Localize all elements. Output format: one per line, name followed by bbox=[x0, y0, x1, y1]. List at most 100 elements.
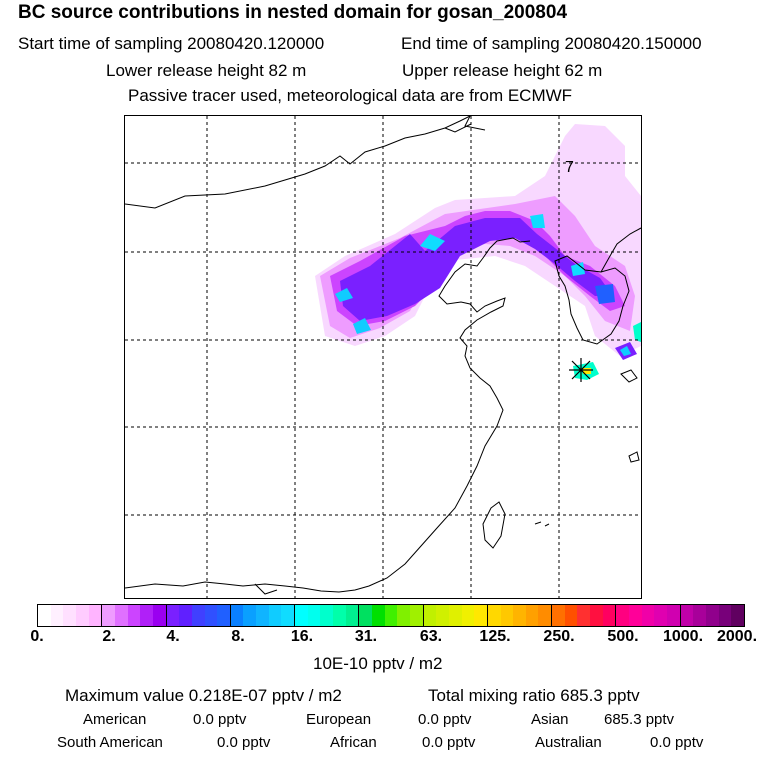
colorbar-tick: 8. bbox=[231, 628, 245, 645]
european-value: 0.0 pptv bbox=[418, 711, 472, 728]
south-american-value: 0.0 pptv bbox=[217, 734, 271, 751]
american-value: 0.0 pptv bbox=[193, 711, 247, 728]
coastlines bbox=[125, 116, 641, 595]
colorbar-segment bbox=[295, 605, 360, 626]
colorbar-segment bbox=[38, 605, 103, 626]
colorbar-swatch bbox=[345, 605, 359, 626]
colorbar-swatch bbox=[217, 605, 230, 626]
colorbar-swatch bbox=[474, 605, 487, 626]
colorbar-segment bbox=[487, 605, 553, 626]
colorbar-segment bbox=[230, 605, 296, 626]
colorbar-swatch bbox=[359, 605, 372, 626]
colorbar-segment bbox=[680, 605, 744, 626]
colorbar-swatch bbox=[590, 605, 603, 626]
total-mixing-label: Total mixing ratio 685.3 pptv bbox=[428, 686, 640, 705]
asian-label: Asian bbox=[531, 711, 569, 728]
colorbar-tick: 63. bbox=[419, 628, 443, 645]
end-time-label: End time of sampling 20080420.150000 bbox=[401, 34, 702, 53]
colorbar-swatch bbox=[191, 605, 205, 626]
african-label: African bbox=[330, 734, 377, 751]
colorbar-swatch bbox=[629, 605, 642, 626]
colorbar-swatch bbox=[397, 605, 410, 626]
colorbar-swatch bbox=[114, 605, 128, 626]
colorbar-swatch bbox=[179, 605, 192, 626]
colorbar-swatch bbox=[436, 605, 449, 626]
colorbar-swatch bbox=[268, 605, 282, 626]
colorbar-swatch bbox=[140, 605, 153, 626]
australian-label: Australian bbox=[535, 734, 602, 751]
receptor-star-icon bbox=[569, 358, 593, 382]
colorbar-swatch bbox=[641, 605, 655, 626]
colorbar-swatch bbox=[577, 605, 591, 626]
start-time-label: Start time of sampling 20080420.120000 bbox=[18, 34, 325, 53]
colorbar-swatch bbox=[667, 605, 680, 626]
upper-release-label: Upper release height 62 m bbox=[402, 61, 603, 80]
colorbar-swatch bbox=[680, 605, 694, 626]
colorbar-swatch bbox=[718, 605, 732, 626]
colorbar-segment bbox=[552, 605, 617, 626]
colorbar-swatch bbox=[102, 605, 115, 626]
colorbar-swatch bbox=[281, 605, 295, 626]
colorbar-segment bbox=[166, 605, 231, 626]
colorbar-swatch bbox=[423, 605, 437, 626]
lower-release-label: Lower release height 82 m bbox=[106, 61, 307, 80]
colorbar-swatch bbox=[152, 605, 166, 626]
colorbar-swatch bbox=[525, 605, 539, 626]
colorbar-swatch bbox=[230, 605, 244, 626]
max-value-label: Maximum value 0.218E-07 pptv / m2 bbox=[65, 686, 342, 705]
colorbar-segment bbox=[616, 605, 681, 626]
colorbar-swatch bbox=[513, 605, 526, 626]
colorbar-swatch bbox=[204, 605, 218, 626]
australian-value: 0.0 pptv bbox=[650, 734, 704, 751]
colorbar-swatch bbox=[166, 605, 180, 626]
colorbar-tick: 0. bbox=[30, 628, 44, 645]
colorbar-swatch bbox=[243, 605, 257, 626]
colorbar-swatch bbox=[564, 605, 578, 626]
colorbar-swatch bbox=[320, 605, 334, 626]
colorbar-swatch bbox=[333, 605, 346, 626]
colorbar-swatch bbox=[705, 605, 719, 626]
colorbar-swatch bbox=[384, 605, 398, 626]
concentration-field bbox=[315, 124, 641, 380]
african-value: 0.0 pptv bbox=[422, 734, 476, 751]
colorbar-units: 10E-10 pptv / m2 bbox=[313, 654, 443, 673]
colorbar-swatch bbox=[602, 605, 616, 626]
colorbar-segment bbox=[423, 605, 488, 626]
colorbar-swatch bbox=[552, 605, 565, 626]
map-panel: 7 bbox=[124, 115, 642, 599]
colorbar-segment bbox=[359, 605, 424, 626]
colorbar-swatch bbox=[75, 605, 89, 626]
colorbar-swatch bbox=[256, 605, 269, 626]
colorbar-swatch bbox=[654, 605, 668, 626]
colorbar-segment bbox=[102, 605, 167, 626]
colorbar-swatch bbox=[487, 605, 501, 626]
colorbar-swatch bbox=[63, 605, 76, 626]
colorbar bbox=[37, 604, 745, 627]
colorbar-tick: 500. bbox=[607, 628, 639, 645]
map-canvas: 7 bbox=[125, 116, 641, 598]
colorbar-tick: 4. bbox=[166, 628, 180, 645]
lat-lon-grid bbox=[125, 116, 641, 598]
colorbar-swatch bbox=[461, 605, 475, 626]
colorbar-tick: 2000. bbox=[716, 628, 758, 645]
colorbar-swatch bbox=[693, 605, 706, 626]
colorbar-swatch bbox=[371, 605, 385, 626]
map-marker-label: 7 bbox=[565, 159, 574, 176]
colorbar-swatch bbox=[50, 605, 64, 626]
colorbar-swatch bbox=[88, 605, 102, 626]
colorbar-swatch bbox=[307, 605, 321, 626]
colorbar-swatch bbox=[409, 605, 423, 626]
colorbar-swatch bbox=[127, 605, 141, 626]
colorbar-tick: 125. bbox=[479, 628, 511, 645]
south-american-label: South American bbox=[57, 734, 163, 751]
asian-value: 685.3 pptv bbox=[604, 711, 675, 728]
colorbar-tick: 16. bbox=[290, 628, 314, 645]
colorbar-swatch bbox=[616, 605, 630, 626]
colorbar-swatch bbox=[731, 605, 744, 626]
map-title: BC source contributions in nested domain… bbox=[18, 2, 568, 23]
colorbar-swatch bbox=[38, 605, 51, 626]
american-label: American bbox=[83, 711, 147, 728]
colorbar-swatch bbox=[295, 605, 308, 626]
european-label: European bbox=[306, 711, 372, 728]
colorbar-tick: 2. bbox=[102, 628, 116, 645]
